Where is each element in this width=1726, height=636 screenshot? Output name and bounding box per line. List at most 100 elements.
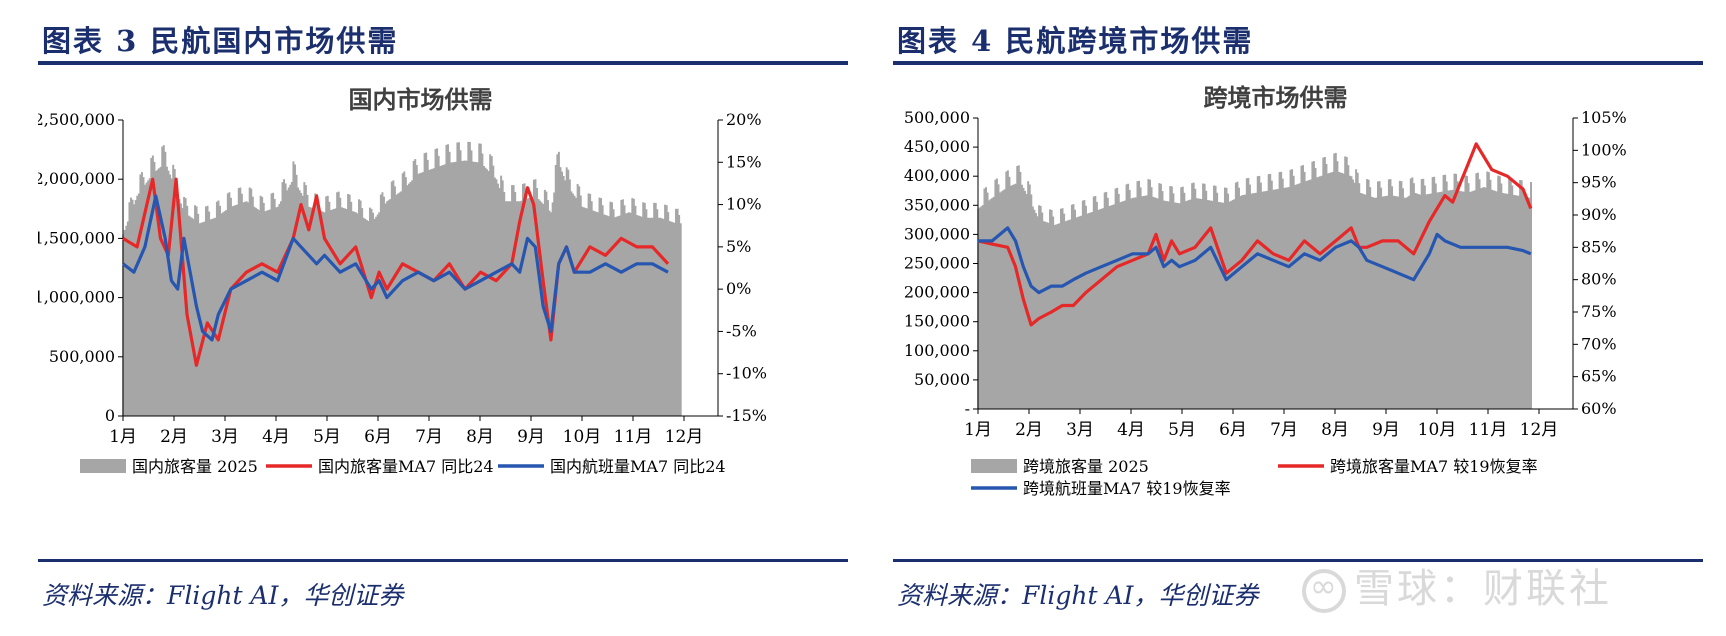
bar bbox=[1277, 188, 1280, 409]
title-rule bbox=[38, 61, 848, 65]
y-tick-label: 2,000,000 bbox=[38, 169, 115, 188]
bar bbox=[258, 210, 261, 416]
bar bbox=[1145, 195, 1148, 409]
bar bbox=[393, 186, 396, 416]
bar bbox=[1198, 198, 1201, 409]
bar bbox=[1523, 196, 1526, 409]
bar bbox=[1425, 194, 1428, 409]
bar bbox=[167, 170, 170, 416]
bar bbox=[1289, 169, 1292, 409]
bar bbox=[1367, 179, 1370, 409]
y2-tick-label: 75% bbox=[1581, 302, 1617, 321]
bar bbox=[473, 161, 476, 416]
bar bbox=[482, 166, 485, 416]
bar bbox=[1125, 184, 1128, 409]
bar bbox=[1186, 200, 1189, 409]
bar bbox=[1028, 184, 1031, 409]
bar bbox=[192, 218, 195, 416]
y2-tick-label: 15% bbox=[726, 152, 762, 171]
bar bbox=[170, 178, 173, 416]
bar bbox=[995, 178, 998, 409]
x-tick-label: 4月 bbox=[262, 427, 290, 447]
bar bbox=[311, 207, 314, 416]
bar bbox=[158, 168, 161, 416]
bar bbox=[522, 183, 524, 416]
bar bbox=[1441, 191, 1443, 409]
bar bbox=[1002, 190, 1005, 409]
bar bbox=[578, 186, 581, 416]
bar bbox=[1169, 186, 1172, 409]
bar bbox=[511, 185, 514, 416]
bar bbox=[1222, 202, 1225, 409]
bar bbox=[642, 202, 645, 416]
bar bbox=[1369, 187, 1372, 409]
bar bbox=[165, 166, 168, 416]
bar bbox=[983, 188, 986, 409]
bar bbox=[595, 211, 598, 416]
bar bbox=[269, 209, 271, 416]
bar bbox=[333, 208, 336, 416]
bar bbox=[1116, 187, 1119, 409]
y2-tick-label: 90% bbox=[1581, 205, 1617, 224]
bar bbox=[147, 180, 150, 416]
bar bbox=[1394, 196, 1397, 409]
bar bbox=[526, 198, 529, 416]
bar bbox=[639, 216, 642, 416]
legend-label: 跨境航班量MA7 较19恢复率 bbox=[1023, 479, 1231, 498]
bar bbox=[448, 151, 451, 416]
red-line bbox=[977, 142, 1533, 327]
bar bbox=[442, 164, 445, 416]
bar bbox=[475, 162, 478, 416]
bar bbox=[611, 202, 613, 416]
bar bbox=[178, 199, 181, 416]
bar bbox=[397, 193, 400, 416]
bar bbox=[384, 203, 387, 416]
bar bbox=[325, 196, 328, 416]
bar bbox=[278, 204, 281, 416]
bar bbox=[653, 202, 656, 416]
bar bbox=[1433, 176, 1436, 409]
bar bbox=[1491, 189, 1493, 409]
bar bbox=[1528, 197, 1531, 409]
bar bbox=[370, 208, 373, 416]
y2-tick-label: 65% bbox=[1581, 367, 1617, 386]
bar bbox=[999, 192, 1002, 409]
bar bbox=[290, 182, 293, 416]
bar bbox=[1248, 184, 1251, 409]
bar bbox=[214, 217, 217, 416]
bar bbox=[1058, 223, 1061, 409]
bar bbox=[326, 195, 329, 416]
bar bbox=[1138, 180, 1141, 409]
bar bbox=[564, 180, 567, 416]
bar bbox=[648, 217, 651, 416]
bar bbox=[270, 193, 273, 416]
bar bbox=[1423, 185, 1426, 409]
bar bbox=[358, 199, 360, 416]
source-note: 资料来源：Flight AI，华创证券 bbox=[897, 581, 1259, 610]
bar bbox=[503, 192, 506, 416]
bar bbox=[1316, 177, 1319, 409]
bar bbox=[281, 182, 284, 416]
bar bbox=[1102, 208, 1105, 409]
bar bbox=[1259, 182, 1262, 409]
y-tick-label: 150,000 bbox=[904, 312, 970, 331]
bar bbox=[497, 183, 499, 416]
bar bbox=[408, 183, 410, 416]
bar bbox=[1063, 213, 1066, 409]
bar bbox=[1520, 180, 1523, 409]
bar bbox=[601, 205, 604, 416]
bar bbox=[272, 192, 275, 416]
bar bbox=[1269, 173, 1272, 409]
bar bbox=[148, 178, 151, 416]
bar bbox=[498, 188, 501, 416]
bar bbox=[1066, 220, 1069, 409]
bar bbox=[1428, 193, 1431, 409]
bar bbox=[1077, 216, 1080, 409]
bar bbox=[994, 179, 997, 409]
bar bbox=[1122, 201, 1125, 409]
bar bbox=[1273, 189, 1276, 409]
bar bbox=[621, 199, 624, 416]
bar bbox=[1144, 195, 1147, 409]
bar bbox=[144, 184, 147, 416]
bar bbox=[390, 181, 393, 416]
